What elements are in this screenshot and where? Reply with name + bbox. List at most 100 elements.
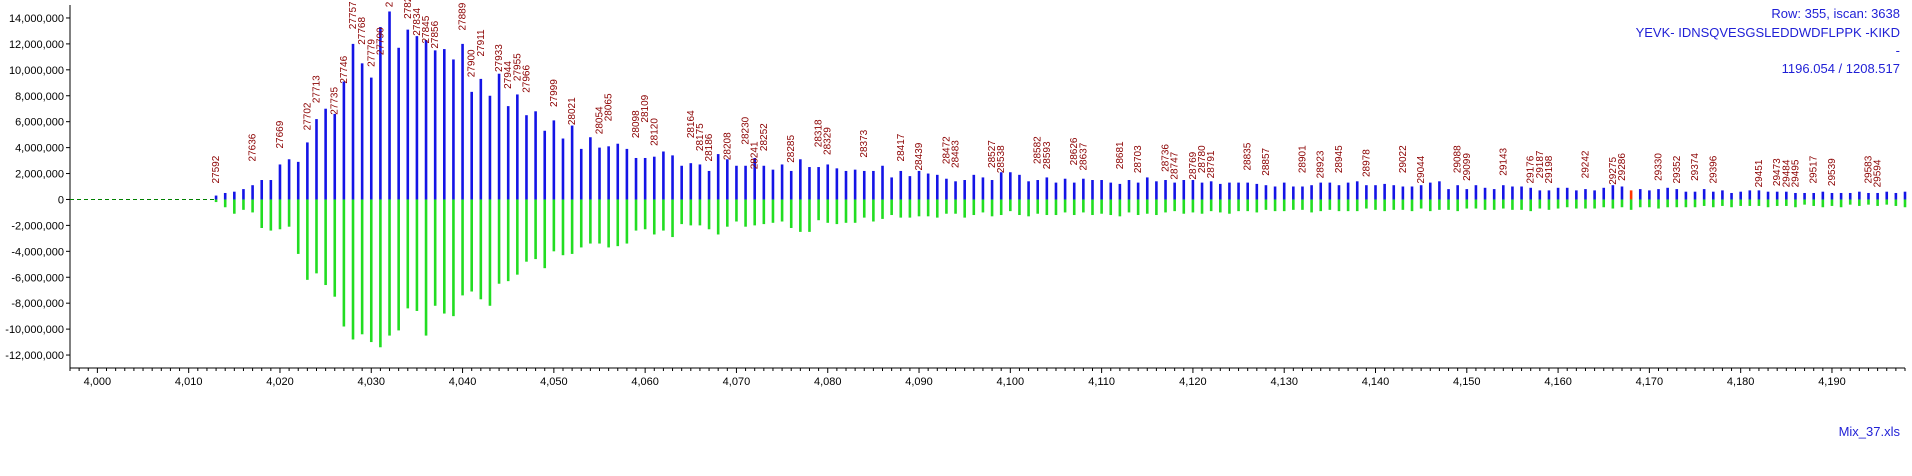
top-bar (1401, 186, 1405, 200)
top-bar (1328, 182, 1332, 200)
peak-label: 27900 (467, 49, 478, 77)
top-bar (1721, 190, 1724, 200)
top-bar (1054, 182, 1058, 200)
bottom-bar (835, 199, 839, 225)
top-bar (1529, 187, 1532, 200)
peak-label: 29198 (1544, 155, 1555, 183)
bottom-bar (1136, 199, 1140, 216)
bottom-bar (1903, 199, 1907, 208)
bottom-bar (1355, 199, 1359, 212)
peak-label: 29044 (1416, 155, 1427, 183)
bottom-bar (1520, 199, 1523, 210)
peak-label: 27955 (512, 53, 523, 81)
top-bar (1794, 192, 1797, 200)
bottom-bar (1483, 199, 1487, 210)
bottom-bar (1273, 199, 1277, 212)
bottom-bar (625, 199, 629, 244)
bottom-bar (1164, 199, 1167, 213)
y-tick-label: 0 (58, 194, 64, 206)
x-tick-label: 4,070 (723, 376, 751, 388)
top-bar (1785, 191, 1788, 200)
top-bar (1593, 190, 1596, 200)
top-bar (1246, 182, 1249, 200)
top-bar (1136, 182, 1140, 200)
bottom-bar (689, 199, 693, 226)
top-bar (452, 59, 455, 200)
peak-label: 27746 (339, 55, 350, 83)
top-bar (1301, 186, 1304, 200)
peak-label: 29539 (1827, 158, 1838, 186)
top-bar (1666, 187, 1669, 200)
peak-label: 28417 (896, 133, 907, 161)
x-tick-label: 4,150 (1453, 376, 1481, 388)
peak-label: 28978 (1361, 149, 1372, 177)
bottom-bar (826, 199, 830, 223)
peak-label: 29517 (1809, 155, 1820, 183)
bottom-bar (1045, 199, 1049, 216)
top-bar (1812, 192, 1816, 200)
peak-label: 28373 (859, 129, 870, 157)
y-tick-label: -12,000,000 (5, 350, 64, 362)
bottom-bar (607, 199, 610, 248)
bottom-bar (1830, 199, 1834, 206)
top-bar (1447, 189, 1450, 200)
top-bar (972, 174, 976, 200)
top-bar (1839, 192, 1843, 200)
peak-label: 27592 (211, 155, 222, 183)
bottom-bar (963, 199, 966, 218)
peak-label: 28703 (1133, 145, 1144, 173)
bottom-bar (1465, 199, 1469, 209)
bottom-bar (1228, 199, 1231, 214)
top-bar (945, 178, 948, 200)
bottom-bar (342, 199, 346, 327)
top-bar (1492, 189, 1496, 200)
top-bar (397, 47, 400, 200)
top-bar (935, 174, 939, 200)
top-bar (762, 165, 766, 200)
top-bar (1867, 192, 1870, 200)
bottom-bar (954, 199, 957, 214)
bottom-bar (1611, 199, 1615, 209)
bottom-bar (1072, 199, 1076, 216)
peak-label: 28780 (1197, 145, 1208, 173)
top-bar (306, 142, 309, 200)
bottom-bar (917, 199, 921, 217)
top-bar (744, 165, 747, 200)
bottom-bar (1839, 199, 1843, 208)
top-bar (278, 164, 282, 200)
top-bar (488, 95, 492, 200)
bottom-bar (999, 199, 1003, 216)
peak-label: 28065 (604, 93, 615, 121)
peak-label: 29451 (1754, 159, 1765, 187)
peak-label: 28538 (996, 145, 1007, 173)
bottom-bar (1438, 199, 1441, 210)
x-tick-label: 4,080 (814, 376, 842, 388)
x-tick-label: 4,110 (1088, 376, 1115, 388)
y-axis: 14,000,000 12,000,000 10,000,000 8,000,000 6… (5, 13, 70, 362)
bottom-bar (369, 199, 373, 343)
bottom-bar (1328, 199, 1332, 210)
bottom-bar (1392, 199, 1396, 210)
top-bar (1045, 177, 1049, 200)
bottom-bar (452, 199, 455, 317)
top-bar (1410, 186, 1414, 200)
x-tick-label: 4,030 (358, 376, 386, 388)
bottom-bar (744, 199, 747, 227)
top-bar (1830, 192, 1834, 200)
bottom-bar (1565, 199, 1569, 208)
x-tick-label: 4,120 (1179, 376, 1207, 388)
bottom-bar (488, 199, 492, 306)
bottom-bar (1082, 199, 1085, 213)
bottom-bar (278, 199, 282, 230)
bottom-bar (1091, 199, 1094, 216)
y-tick-label: -2,000,000 (11, 220, 64, 232)
bottom-bar (1684, 199, 1688, 208)
top-bar (808, 167, 811, 200)
top-bar (1428, 182, 1432, 200)
peak-label: 27735 (330, 87, 341, 115)
bottom-bar (388, 199, 391, 336)
bottom-bar (443, 199, 446, 314)
top-bar (853, 169, 857, 200)
peak-label: 28791 (1206, 150, 1217, 178)
peak-label: 27669 (275, 120, 286, 148)
